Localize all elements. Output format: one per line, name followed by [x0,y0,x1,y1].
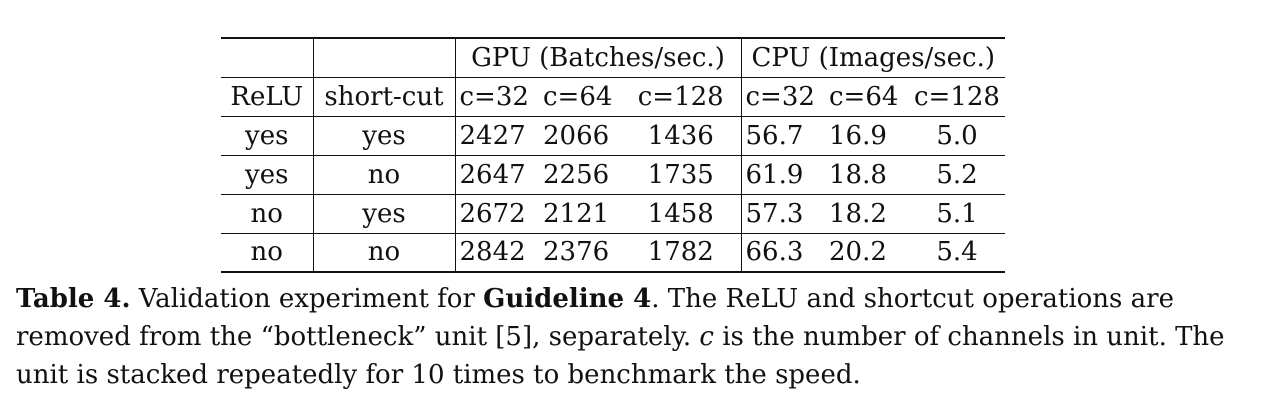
cell-gpu-c64: 2121 [539,194,621,234]
results-table: GPU (Batches/sec.) CPU (Images/sec.) ReL… [221,37,1005,273]
column-header-cpu-c128: c=128 [909,77,1005,117]
cell-cpu-c128: 5.2 [909,155,1005,195]
cell-cpu-c64: 20.2 [825,233,909,273]
cell-cpu-c32: 56.7 [741,116,825,156]
cell-gpu-c64: 2256 [539,155,621,195]
column-header-cpu-c64: c=64 [825,77,909,117]
group-header-row: GPU (Batches/sec.) CPU (Images/sec.) [221,37,1005,78]
column-header-gpu-c128: c=128 [621,77,742,117]
cell-cpu-c64: 18.2 [825,194,909,234]
gpu-group-header: GPU (Batches/sec.) [455,37,742,78]
cell-relu: no [221,194,314,234]
cell-cpu-c128: 5.4 [909,233,1005,273]
cell-relu: yes [221,116,314,156]
cpu-group-header: CPU (Images/sec.) [741,37,1005,78]
cell-shortcut: yes [313,194,456,234]
caption-bold-term: Guideline 4 [483,284,652,314]
cell-gpu-c32: 2842 [455,233,539,273]
cell-gpu-c128: 1458 [621,194,742,234]
empty-header-cell [313,37,456,78]
cell-gpu-c64: 2376 [539,233,621,273]
cell-gpu-c64: 2066 [539,116,621,156]
cell-relu: yes [221,155,314,195]
column-header-relu: ReLU [221,77,314,117]
cell-cpu-c32: 61.9 [741,155,825,195]
column-header-row: ReLU short-cut c=32 c=64 c=128 c=32 c=64… [221,77,1005,117]
cell-cpu-c64: 16.9 [825,116,909,156]
column-header-cpu-c32: c=32 [741,77,825,117]
caption-variable: c [699,322,714,352]
cell-cpu-c32: 66.3 [741,233,825,273]
cell-cpu-c128: 5.0 [909,116,1005,156]
cell-gpu-c128: 1436 [621,116,742,156]
cell-gpu-c128: 1782 [621,233,742,273]
table-row: no no 2842 2376 1782 66.3 20.2 5.4 [221,233,1005,273]
caption-text: is the number of channels in unit. The u… [16,322,1225,390]
cell-gpu-c32: 2647 [455,155,539,195]
cell-gpu-c32: 2427 [455,116,539,156]
cell-cpu-c64: 18.8 [825,155,909,195]
table-row: yes no 2647 2256 1735 61.9 18.8 5.2 [221,155,1005,195]
cell-shortcut: yes [313,116,456,156]
cell-gpu-c128: 1735 [621,155,742,195]
caption-text: . The ReLU and shortcut operations are r… [16,284,1174,352]
cell-cpu-c32: 57.3 [741,194,825,234]
table-caption: Table 4. Validation experiment for Guide… [16,280,1256,394]
column-header-gpu-c64: c=64 [539,77,621,117]
column-header-shortcut: short-cut [313,77,456,117]
table-row: no yes 2672 2121 1458 57.3 18.2 5.1 [221,194,1005,234]
cell-cpu-c128: 5.1 [909,194,1005,234]
empty-header-cell [221,37,314,78]
cell-shortcut: no [313,155,456,195]
cell-shortcut: no [313,233,456,273]
cell-gpu-c32: 2672 [455,194,539,234]
caption-label: Table 4. [16,284,131,314]
cell-relu: no [221,233,314,273]
caption-text: Validation experiment for [130,284,484,314]
results-table-container: GPU (Batches/sec.) CPU (Images/sec.) ReL… [221,37,1005,273]
column-header-gpu-c32: c=32 [455,77,539,117]
table-row: yes yes 2427 2066 1436 56.7 16.9 5.0 [221,116,1005,156]
